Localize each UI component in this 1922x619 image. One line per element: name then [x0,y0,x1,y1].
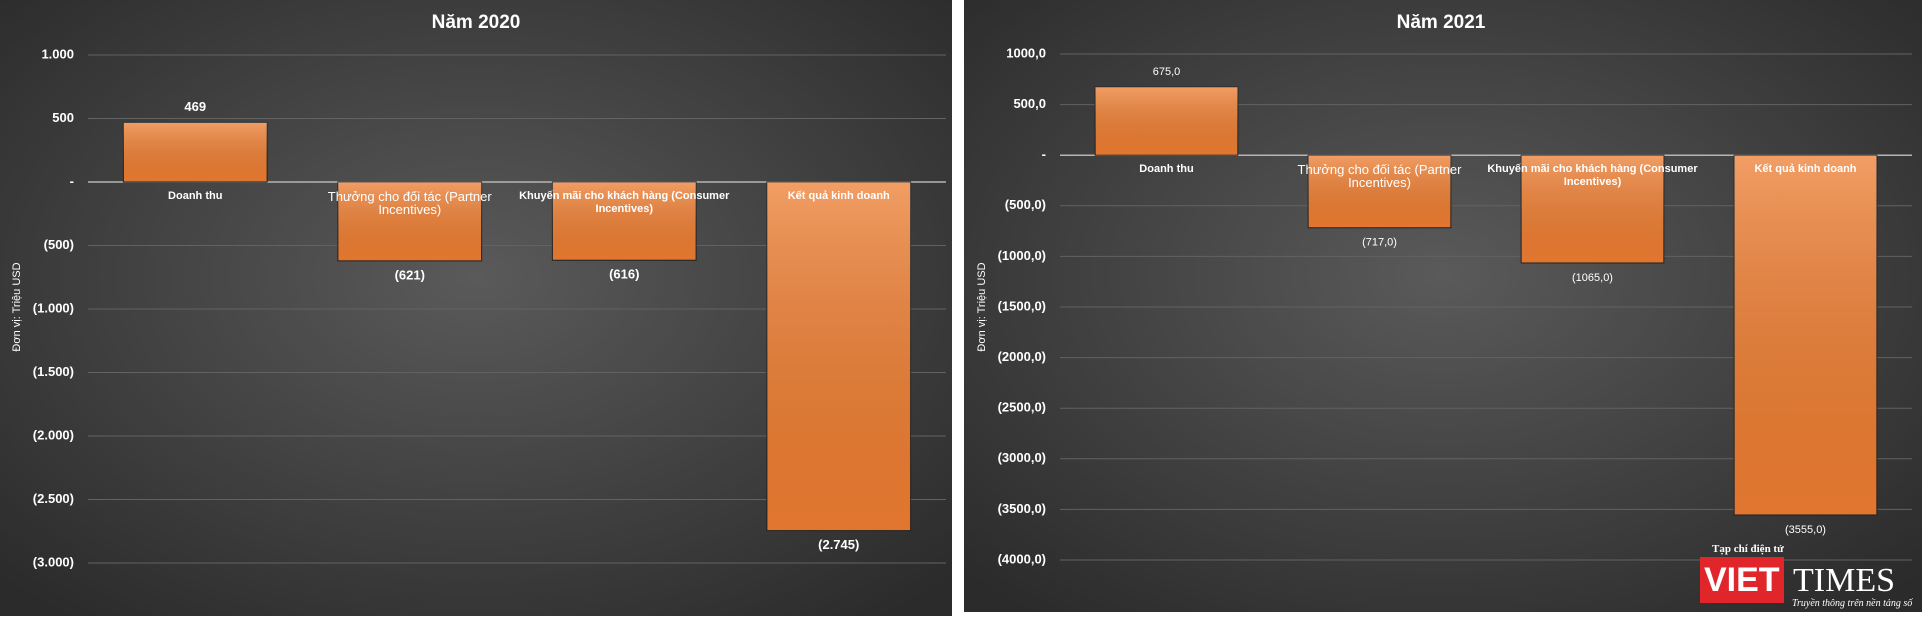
x-tick-label: Khuyến mãi cho khách hàng (Consumer Ince… [519,190,730,215]
chart-title: Năm 2020 [432,12,521,33]
y-tick-label: 500 [52,110,74,125]
y-tick-label: (2500,0) [998,400,1046,415]
y-tick-label: 1.000 [41,46,74,61]
watermark-brand: TIMES [1793,562,1895,599]
x-tick-label: Kết quả kinh doanh [1754,163,1857,176]
y-tick-label: 1000,0 [1006,45,1046,60]
value-label: 469 [184,99,206,114]
value-label: (2.745) [818,537,859,552]
value-label: (717,0) [1362,237,1397,249]
x-tick-label: Doanh thu [168,190,223,202]
x-tick-label: Thưởng cho đối tác (Partner Incentives) [1297,162,1462,191]
value-label: (621) [395,267,425,282]
watermark-brand: VIET [1700,557,1784,603]
bar-shade [1308,155,1451,228]
x-tick-label: Thưởng cho đối tác (Partner Incentives) [327,189,492,217]
y-tick-label: (1500,0) [998,298,1046,313]
bar-shade [1521,155,1664,263]
y-tick-label: (500) [44,237,74,252]
y-tick-label: (1.000) [33,300,74,315]
x-tick-label: Doanh thu [1139,163,1194,176]
x-tick-label: Kết quả kinh doanh [787,190,890,202]
y-axis-label: Đơn vị: Triệu USD [976,262,988,351]
x-tick-label: Khuyến mãi cho khách hàng (Consumer Ince… [1487,163,1698,189]
watermark-tagline: Truyền thông trên nền tảng số [1792,598,1913,609]
bar-shade [552,182,697,261]
value-label: 675,0 [1153,66,1181,78]
bar-shade [1734,155,1877,515]
y-tick-label: (3.000) [33,554,74,569]
bar-shade [1095,86,1238,156]
y-tick-label: (1000,0) [998,248,1046,263]
value-label: (3555,0) [1785,524,1826,536]
bar-shade [123,122,268,182]
y-tick-label: 500,0 [1013,96,1046,111]
value-label: (1065,0) [1572,272,1613,284]
y-tick-label: (4000,0) [998,551,1046,566]
chart-title: Năm 2021 [1397,12,1486,33]
watermark-note: Tạp chí điện tử [1712,543,1784,555]
y-tick-label: (2000,0) [998,349,1046,364]
y-tick-label: (2.500) [33,491,74,506]
y-tick-label: - [1042,147,1046,162]
y-tick-label: (3500,0) [998,501,1046,516]
y-axis-label: Đơn vị: Triệu USD [11,262,23,351]
bar-shade [337,182,482,261]
y-tick-label: (2.000) [33,427,74,442]
y-tick-label: - [70,173,74,188]
y-tick-label: (1.500) [33,364,74,379]
value-label: (616) [609,267,639,282]
bar-shade [766,182,911,531]
y-tick-label: (3000,0) [998,450,1046,465]
y-tick-label: (500,0) [1005,197,1046,212]
